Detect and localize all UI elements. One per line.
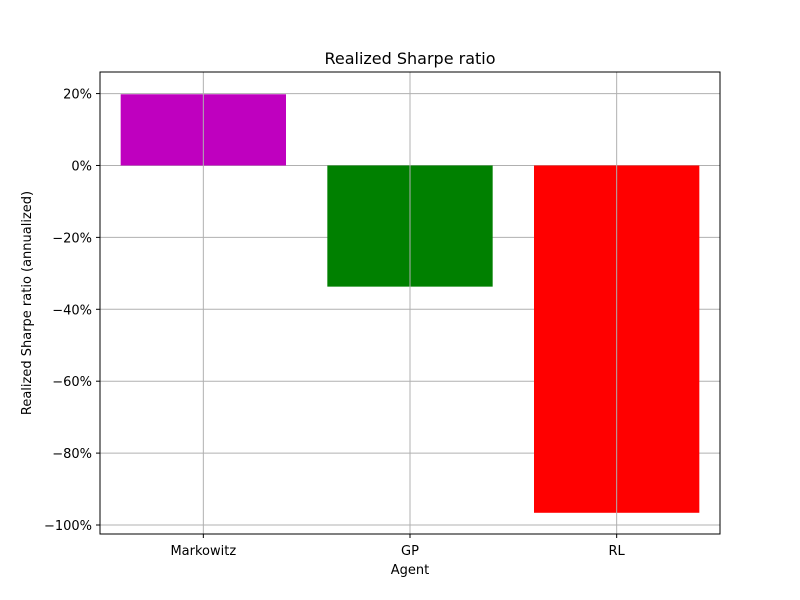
y-tick-label: 0% (71, 159, 92, 174)
y-axis-title: Realized Sharpe ratio (annualized) (20, 191, 35, 415)
y-tick-label: −80% (52, 447, 92, 462)
y-tick-label: 20% (63, 88, 92, 103)
x-grid (202, 72, 618, 534)
ticks: 20% 0% −20% −40% −60% −80% −100% Markowitz GP RL (44, 88, 626, 559)
chart-title: Realized Sharpe ratio (324, 49, 495, 68)
y-tick-label: −100% (44, 519, 92, 534)
x-tick-label: GP (401, 544, 419, 559)
y-tick-label: −40% (52, 303, 92, 318)
x-tick-label: Markowitz (170, 544, 236, 559)
x-axis-title: Agent (391, 563, 429, 578)
y-tick-label: −60% (52, 375, 92, 390)
y-tick-label: −20% (52, 231, 92, 246)
x-tick-label: RL (609, 544, 626, 559)
